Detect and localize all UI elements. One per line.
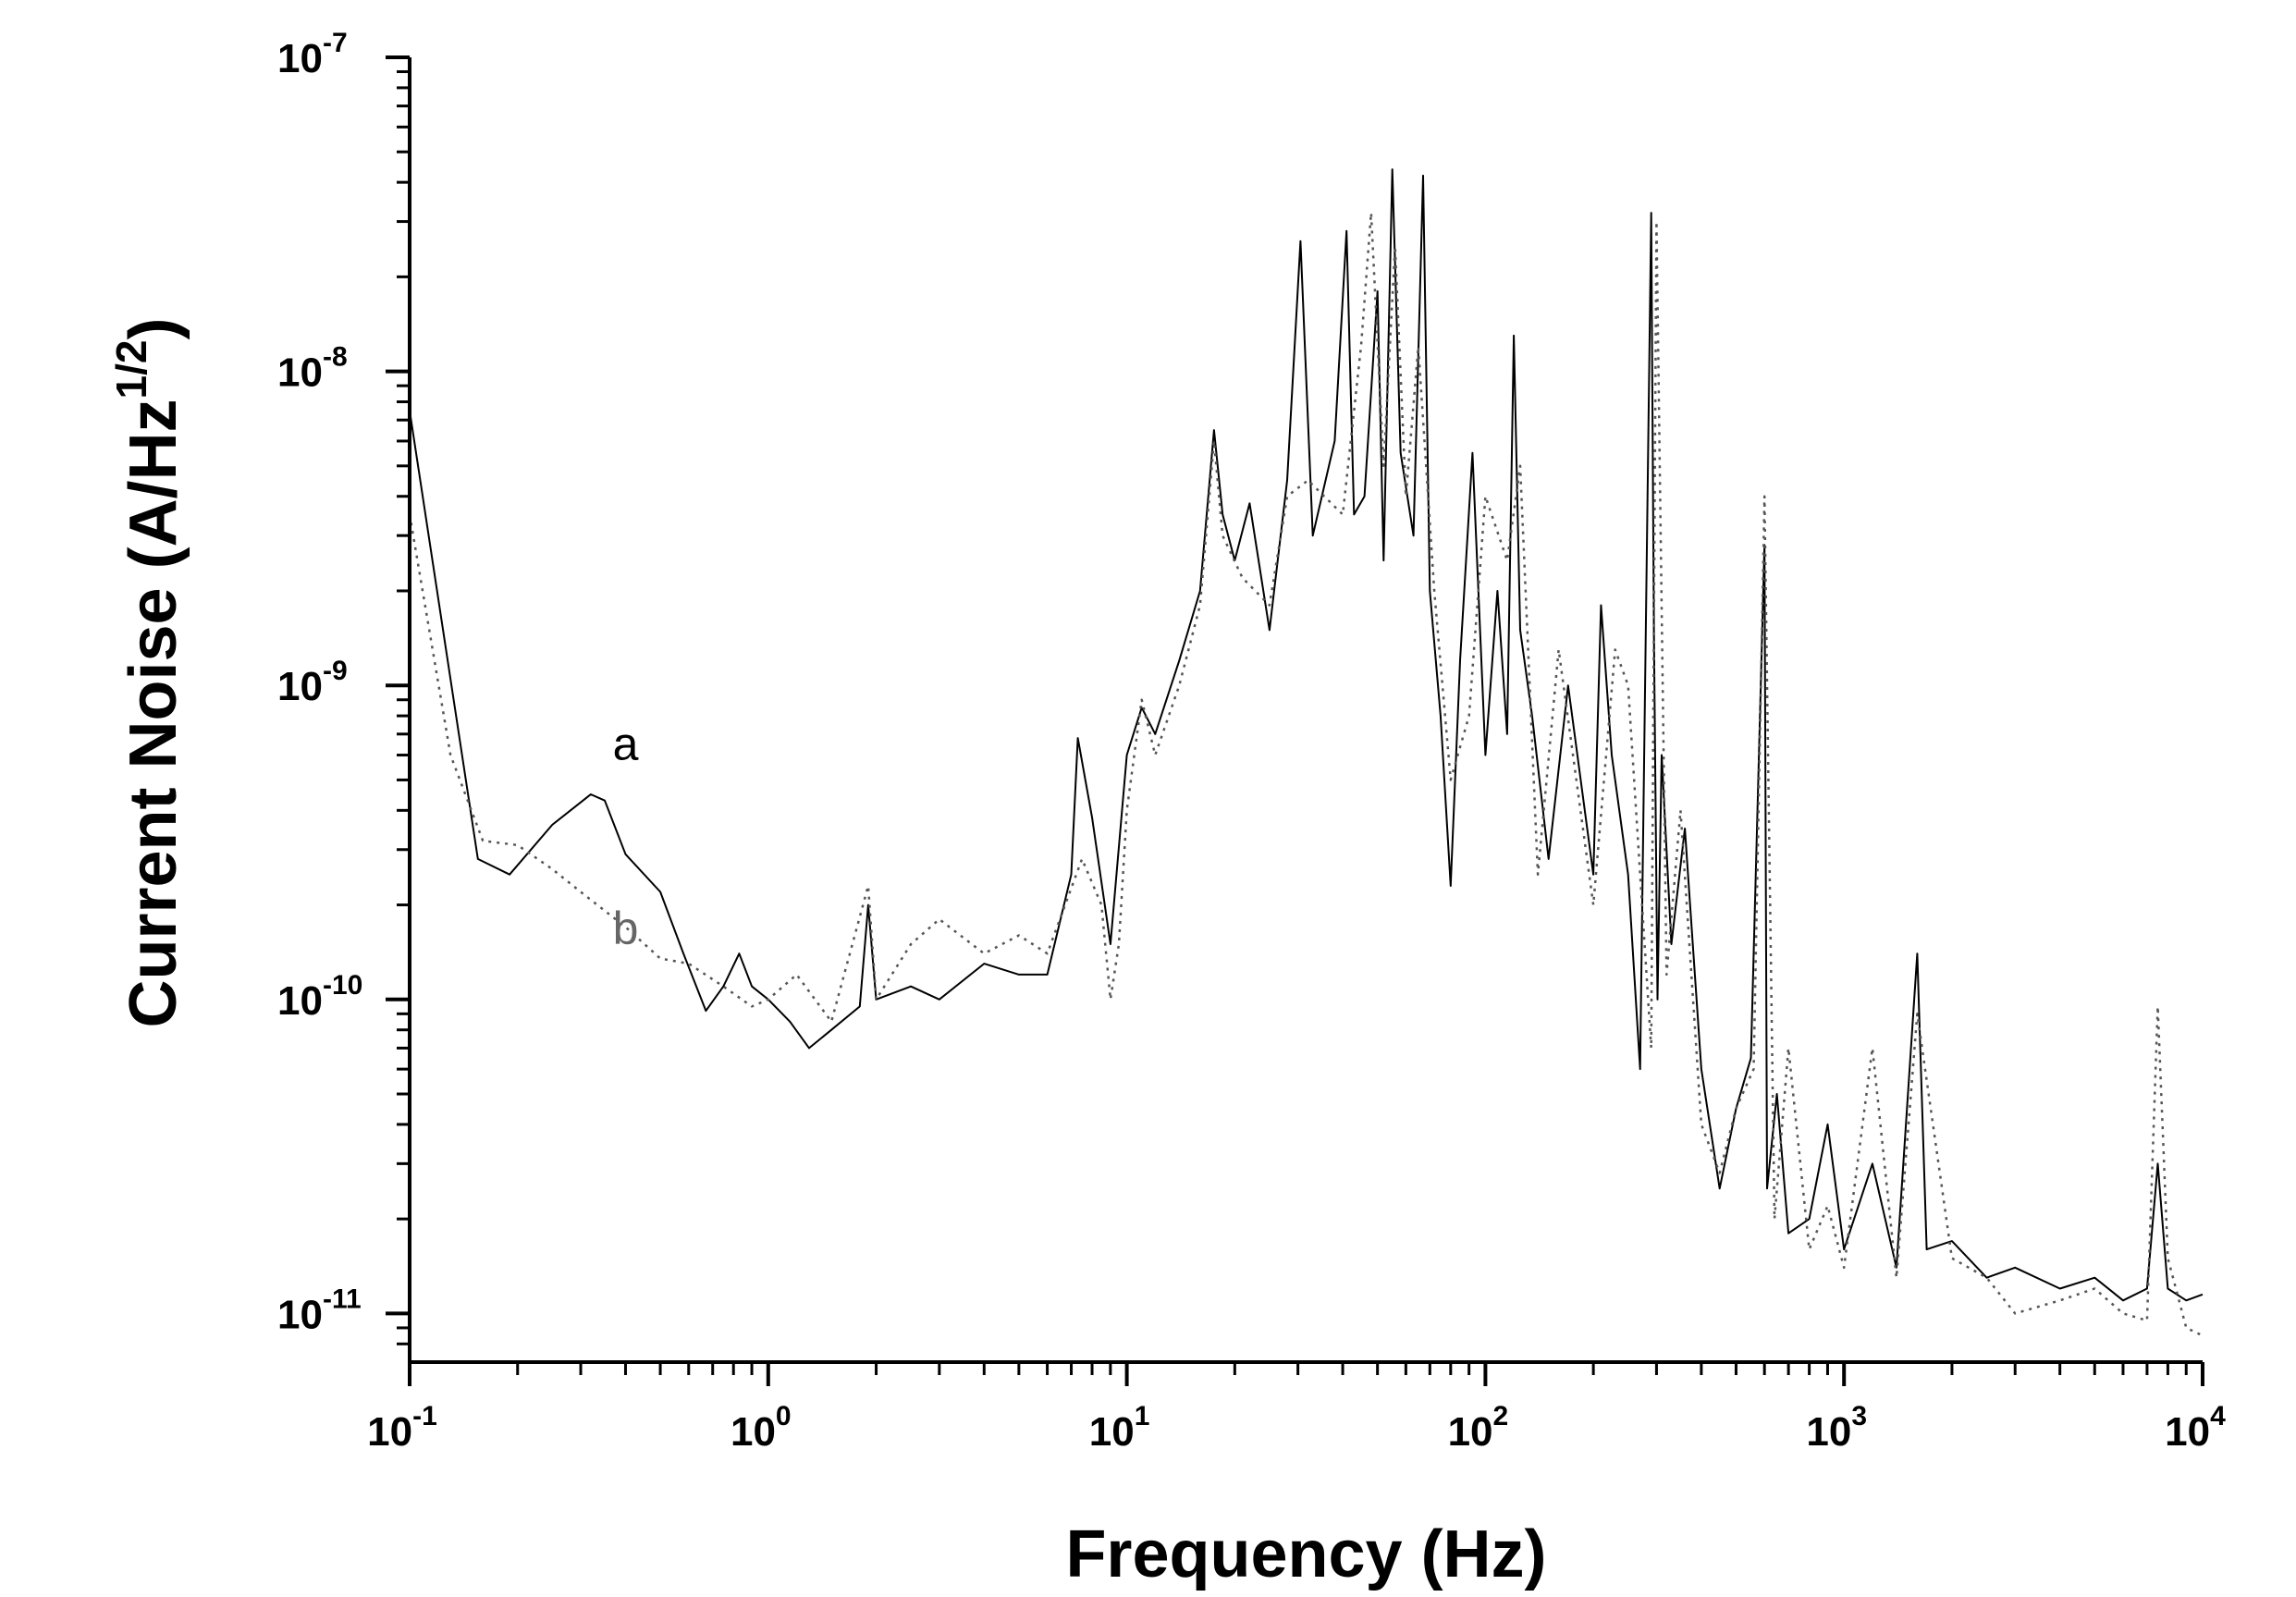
x-tick-label-exponent: 0 xyxy=(776,1401,792,1431)
y-tick-label-base: 10 xyxy=(277,36,323,81)
y-tick-label-base: 10 xyxy=(277,978,323,1024)
x-tick-label-base: 10 xyxy=(1089,1409,1135,1455)
y-axis-title-main: Current Noise (A/Hz xyxy=(117,399,190,1027)
x-tick-label-exponent: 4 xyxy=(2210,1401,2226,1431)
x-tick-label-exponent: 3 xyxy=(1851,1401,1867,1431)
y-tick-label: 10-9 xyxy=(277,656,348,709)
y-tick-label-exponent: -10 xyxy=(323,970,362,1001)
labels-layer: 10-1 100 101 102 103 10410-1110-1010-910-810-… xyxy=(107,28,2226,1591)
x-axis-title: Frequency (Hz) xyxy=(1065,1517,1546,1591)
x-tick-label-base: 10 xyxy=(1806,1409,1851,1455)
series-label-b: b xyxy=(613,903,639,954)
y-tick-label-exponent: -7 xyxy=(323,28,348,58)
series-label-a: a xyxy=(613,719,639,770)
x-tick-label: 104 xyxy=(2165,1401,2226,1455)
y-tick-label: 10-8 xyxy=(277,342,348,396)
y-tick-label-exponent: -8 xyxy=(323,342,348,373)
y-tick-label: 10-7 xyxy=(277,28,348,81)
axes-layer xyxy=(386,55,2204,1386)
x-tick-label-base: 10 xyxy=(731,1409,776,1455)
x-tick-label-exponent: 1 xyxy=(1135,1401,1150,1431)
y-tick-label-exponent: -11 xyxy=(323,1284,362,1314)
x-tick-label: 101 xyxy=(1089,1401,1150,1455)
series-a-line xyxy=(409,168,2204,1302)
y-axis-title: Current Noise (A/Hz1/2) xyxy=(107,318,190,1028)
y-tick-label: 10-11 xyxy=(277,1284,362,1337)
y-tick-label-base: 10 xyxy=(277,1292,323,1337)
y-tick-label: 10-10 xyxy=(277,970,362,1024)
x-tick-label-base: 10 xyxy=(367,1409,412,1455)
y-axis-title-close: ) xyxy=(117,318,190,340)
x-tick-label-base: 10 xyxy=(1448,1409,1493,1455)
x-tick-label-base: 10 xyxy=(2165,1409,2210,1455)
y-axis-title-sup: 1/2 xyxy=(107,339,155,399)
x-tick-label: 10-1 xyxy=(367,1401,437,1455)
y-tick-label-base: 10 xyxy=(277,350,323,396)
x-tick-label: 102 xyxy=(1448,1401,1509,1455)
x-tick-label: 100 xyxy=(731,1401,792,1455)
series-layer xyxy=(408,168,2204,1337)
series-b-line xyxy=(408,211,2204,1337)
x-tick-label-exponent: -1 xyxy=(412,1401,437,1431)
x-tick-label: 103 xyxy=(1806,1401,1867,1455)
y-tick-label-exponent: -9 xyxy=(323,656,348,686)
y-tick-label-base: 10 xyxy=(277,664,323,709)
x-tick-label-exponent: 2 xyxy=(1493,1401,1509,1431)
